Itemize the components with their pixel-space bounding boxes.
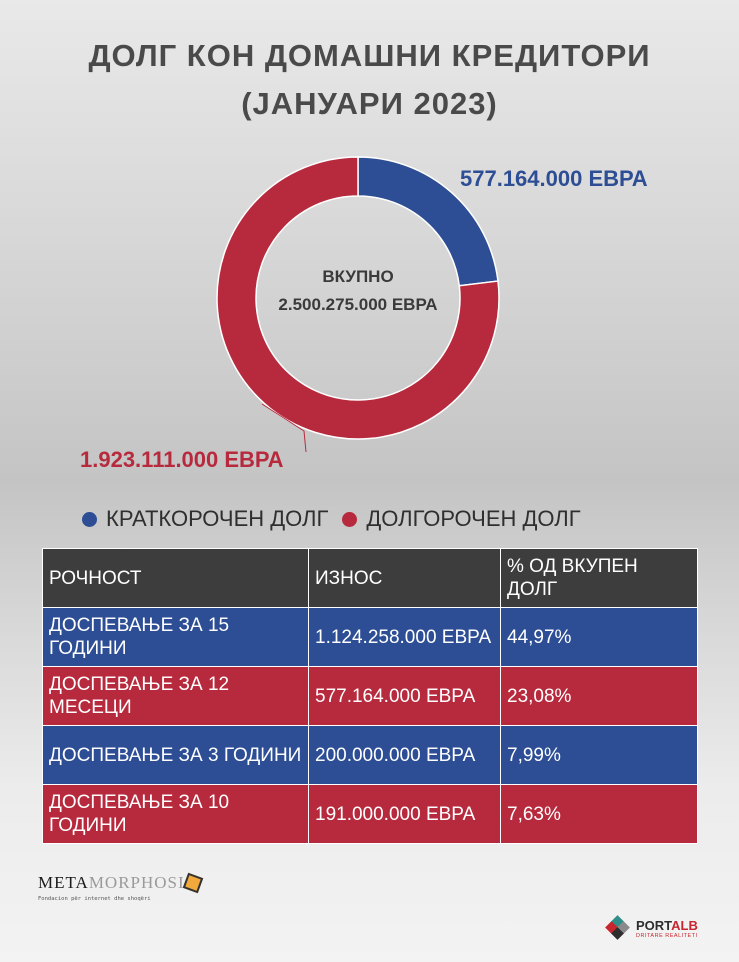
cell-percent: 7,99% [500,725,698,785]
cell-maturity: ДОСПЕВАЊЕ ЗА 10 ГОДИНИ [42,784,309,844]
legend-dot-short [82,511,97,527]
logo-word-light: MORPHOSIS [88,873,196,892]
portalb-word-dark: PORT [636,917,672,933]
cell-maturity: ДОСПЕВАЊЕ ЗА 3 ГОДИНИ [42,725,309,785]
metamorphosis-logo: METAMORPHOSIS Fondacion për internet dhe… [38,872,204,902]
table-header-row: РОЧНОСТ ИЗНОС % ОД ВКУПЕН ДОЛГ [42,548,698,608]
donut-slice-long [216,156,500,440]
legend-item-short: КРАТКОРОЧЕН ДОЛГ [82,506,328,532]
cell-percent: 7,63% [500,784,698,844]
legend-label-short: КРАТКОРОЧЕН ДОЛГ [106,506,329,531]
cell-maturity: ДОСПЕВАЊЕ ЗА 15 ГОДИНИ [42,607,309,667]
page-subtitle: (ЈАНУАРИ 2023) [241,86,498,121]
center-label-value: 2.500.275.000 ЕВРА [278,295,437,314]
table-row: ДОСПЕВАЊЕ ЗА 3 ГОДИНИ 200.000.000 ЕВРА 7… [42,725,698,785]
legend-item-long: ДОЛГОРОЧЕН ДОЛГ [342,506,581,532]
portalb-logo: PORTALB DRITARE REALITETI [605,915,698,940]
cell-amount: 191.000.000 ЕВРА [308,784,501,844]
portalb-word-red: ALB [671,917,698,933]
page-title: ДОЛГ КОН ДОМАШНИ КРЕДИТОРИ [88,38,651,73]
logo-word-dark: META [38,873,89,892]
header-maturity: РОЧНОСТ [42,548,309,608]
cell-maturity: ДОСПЕВАЊЕ ЗА 12 МЕСЕЦИ [42,666,309,726]
portalb-tagline: DRITARE REALITETI [636,932,698,939]
legend-label-long: ДОЛГОРОЧЕН ДОЛГ [366,506,581,531]
header-amount: ИЗНОС [308,548,501,608]
leader-line-long [261,403,307,453]
donut-chart: ВКУПНО 2.500.275.000 ЕВРА 577.164.000 ЕВРА… [80,156,648,472]
cell-percent: 44,97% [500,607,698,667]
table-row: ДОСПЕВАЊЕ ЗА 15 ГОДИНИ 1.124.258.000 ЕВР… [42,607,698,667]
legend-dot-long [342,511,358,527]
cell-amount: 1.124.258.000 ЕВРА [308,607,501,667]
logo-subtitle: Fondacion për internet dhe shoqëri [38,896,151,902]
debt-table: РОЧНОСТ ИЗНОС % ОД ВКУПЕН ДОЛГ ДОСПЕВАЊЕ… [42,548,698,844]
cell-amount: 200.000.000 ЕВРА [308,725,501,785]
portalb-diamond-icon [605,915,630,940]
cell-percent: 23,08% [500,666,698,726]
chart-legend: КРАТКОРОЧЕН ДОЛГ ДОЛГОРОЧЕН ДОЛГ [82,506,595,532]
slice-label-short: 577.164.000 ЕВРА [460,166,648,191]
slice-label-long: 1.923.111.000 ЕВРА [80,447,284,472]
header-percent: % ОД ВКУПЕН ДОЛГ [500,548,698,608]
table-row: ДОСПЕВАЊЕ ЗА 12 МЕСЕЦИ 577.164.000 ЕВРА … [42,666,698,726]
table-row: ДОСПЕВАЊЕ ЗА 10 ГОДИНИ 191.000.000 ЕВРА … [42,784,698,844]
center-label-total: ВКУПНО [322,267,393,286]
cell-amount: 577.164.000 ЕВРА [308,666,501,726]
